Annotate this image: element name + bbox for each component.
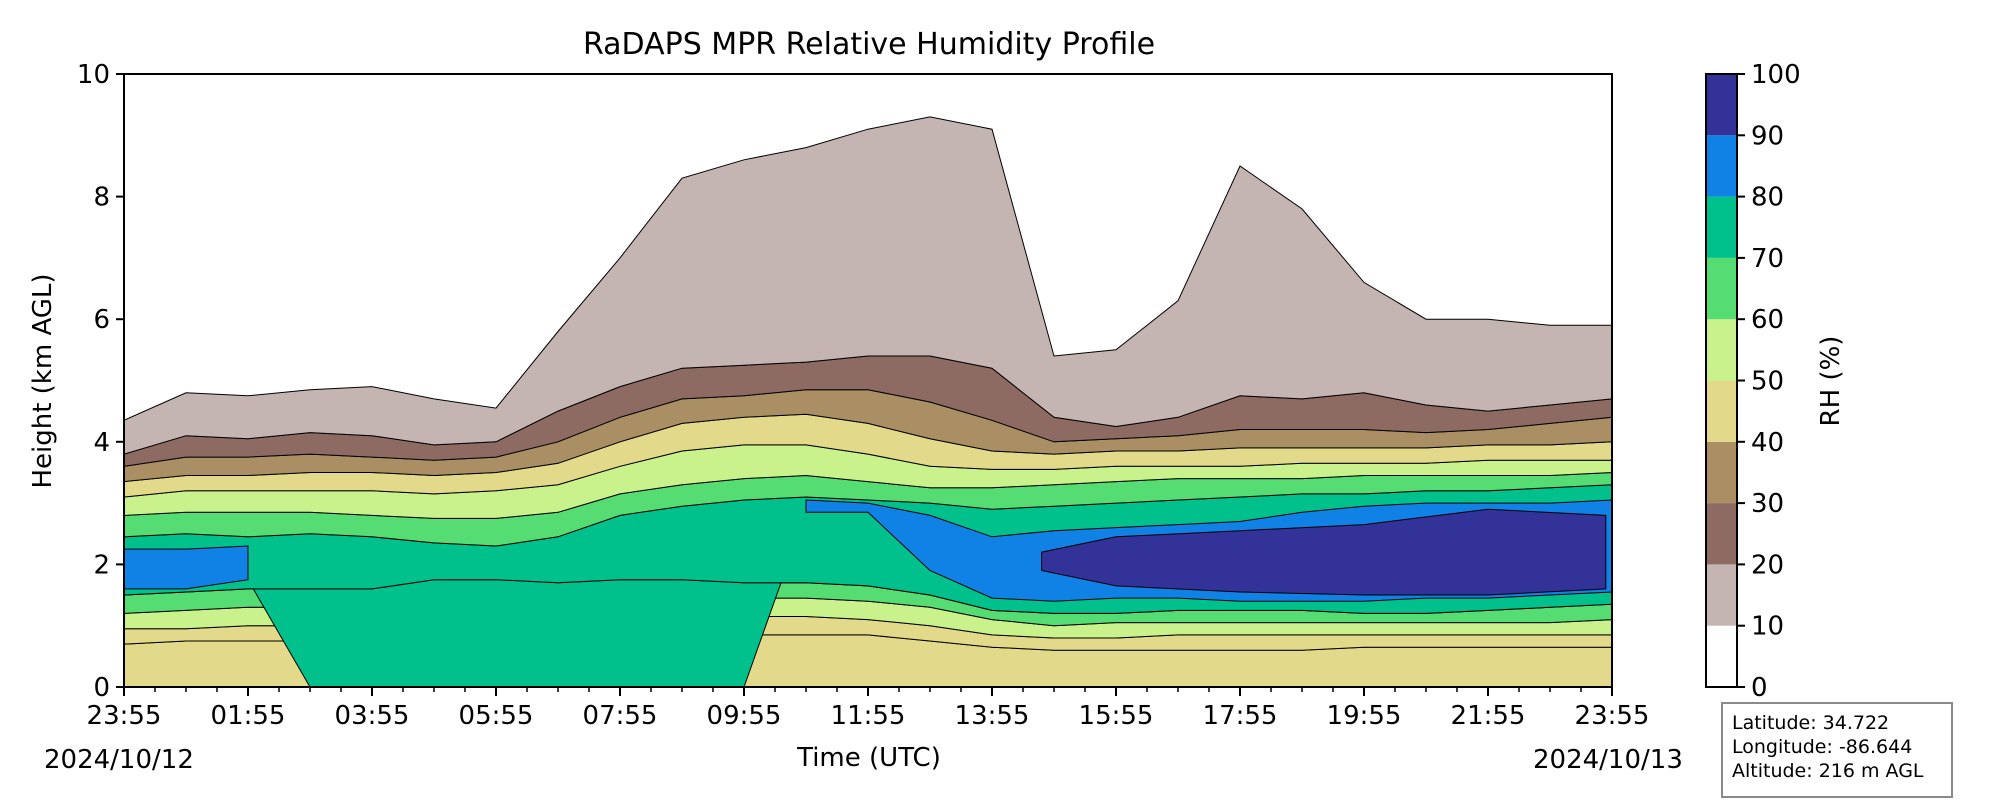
longitude-text: Longitude: -86.644 [1732, 736, 1913, 758]
x-tick-label: 11:55 [831, 701, 906, 731]
colorbar-tick-label: 10 [1751, 612, 1784, 642]
x-tick-label: 09:55 [707, 701, 782, 731]
end-date-label: 2024/10/13 [1533, 745, 1683, 775]
x-axis-title: Time (UTC) [796, 743, 941, 773]
colorbar-swatch [1706, 257, 1737, 320]
colorbar-tick-label: 80 [1751, 183, 1784, 213]
colorbar: 0 10 20 30 40 50 60 70 80 90 100 [1705, 60, 1801, 703]
altitude-text: Altitude: 216 m AGL [1732, 760, 1924, 782]
y-tick-label: 2 [93, 550, 110, 580]
colorbar-tick-label: 30 [1751, 489, 1784, 519]
rh-band-80-patch-0 [123, 545, 249, 590]
colorbar-tick-label: 0 [1751, 673, 1768, 703]
x-tick-label: 15:55 [1079, 701, 1154, 731]
station-info-box: Latitude: 34.722 Longitude: -86.644 Alti… [1721, 702, 1953, 798]
x-tick-label: 07:55 [583, 701, 658, 731]
y-axis-title: Height (km AGL) [28, 273, 58, 488]
x-tick-label: 23:55 [87, 701, 162, 731]
y-tick-label: 6 [93, 305, 110, 335]
colorbar-swatch [1706, 503, 1737, 565]
latitude-text: Latitude: 34.722 [1732, 712, 1890, 734]
chart-title: RaDAPS MPR Relative Humidity Profile [583, 27, 1155, 62]
x-tick-label: 01:55 [211, 701, 286, 731]
colorbar-tick-label: 100 [1751, 60, 1801, 90]
start-date-label: 2024/10/12 [44, 745, 194, 775]
colorbar-swatch [1706, 319, 1737, 381]
colorbar-tick-label: 20 [1751, 550, 1784, 580]
plot-area [123, 116, 1613, 688]
colorbar-swatch [1706, 196, 1737, 258]
y-tick-label: 8 [93, 183, 110, 213]
colorbar-tick-label: 70 [1751, 244, 1784, 274]
colorbar-swatch [1706, 74, 1737, 136]
y-tick-label: 4 [93, 428, 110, 458]
y-axis: 0 2 4 6 8 10 [77, 60, 124, 703]
colorbar-swatch [1706, 564, 1737, 626]
colorbar-tick-label: 60 [1751, 305, 1784, 335]
colorbar-tick-label: 50 [1751, 367, 1784, 397]
x-axis: 23:55 01:55 03:55 05:55 07:55 09:55 11:55 13:55… [87, 687, 1650, 731]
x-tick-label: 03:55 [335, 701, 410, 731]
colorbar-tick-label: 90 [1751, 121, 1784, 151]
colorbar-swatch [1706, 441, 1737, 504]
y-tick-label: 0 [93, 673, 110, 703]
x-tick-label: 19:55 [1327, 701, 1402, 731]
y-tick-label: 10 [77, 60, 110, 90]
x-tick-label: 17:55 [1203, 701, 1278, 731]
x-tick-label: 05:55 [459, 701, 534, 731]
x-tick-label: 21:55 [1451, 701, 1526, 731]
colorbar-label: RH (%) [1816, 336, 1846, 427]
colorbar-swatch [1706, 380, 1737, 442]
x-tick-label: 13:55 [955, 701, 1030, 731]
colorbar-tick-label: 40 [1751, 428, 1784, 458]
rh-band-90-core [1041, 508, 1607, 596]
x-tick-label: 23:55 [1575, 701, 1650, 731]
colorbar-swatch [1706, 135, 1737, 197]
colorbar-swatch [1706, 625, 1737, 687]
